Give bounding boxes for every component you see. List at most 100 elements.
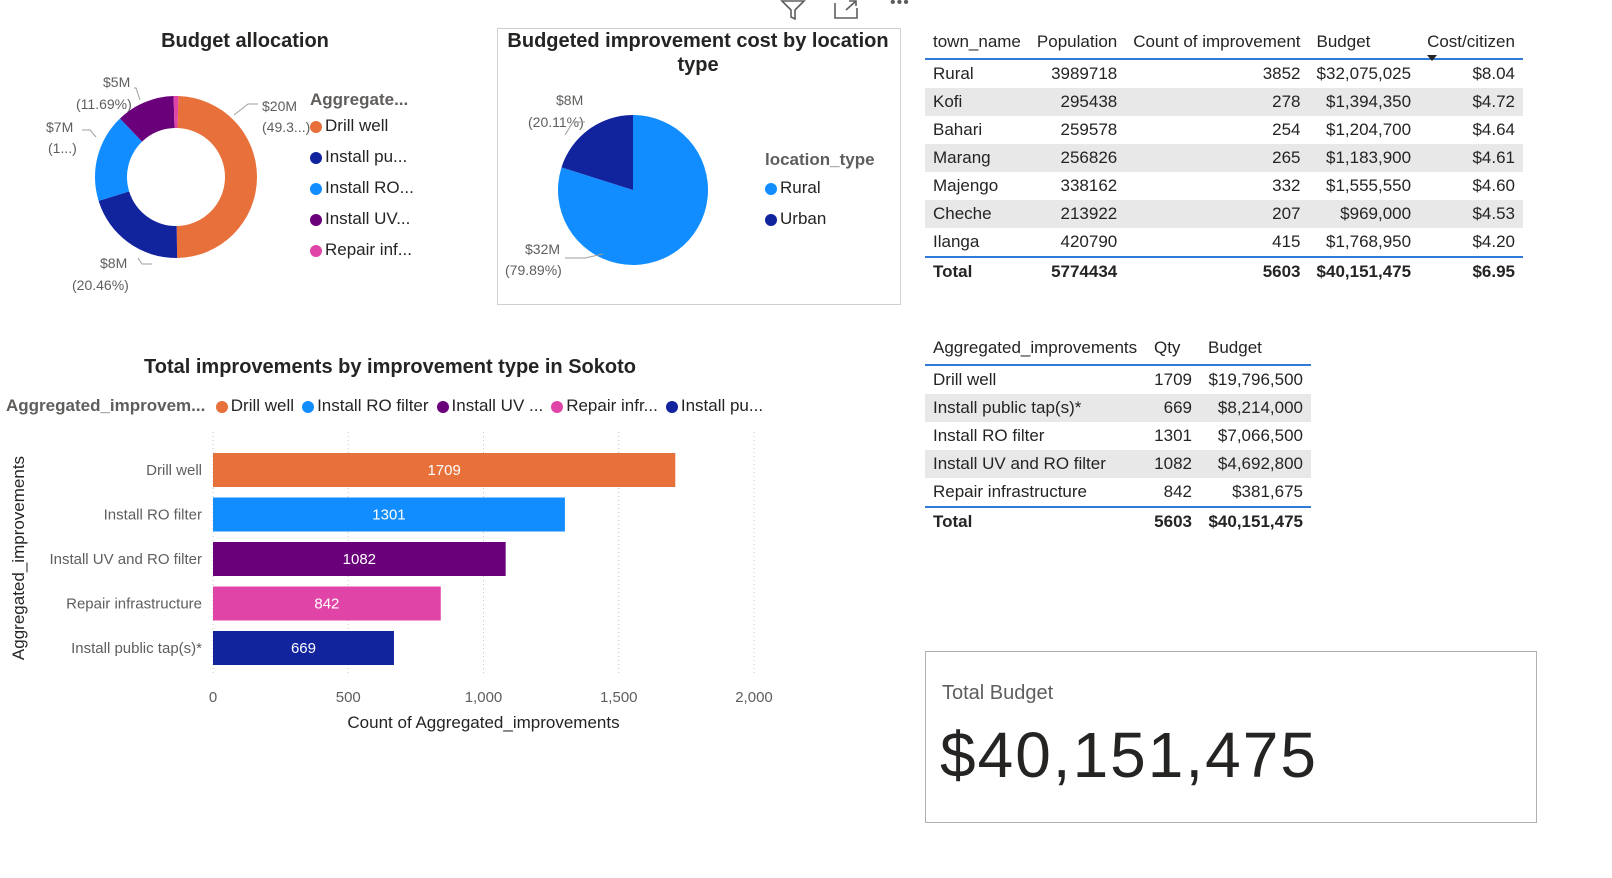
donut-legend-item[interactable]: Install UV...: [310, 209, 414, 229]
y-category-label: Repair infrastructure: [66, 596, 202, 613]
visual-toolbar: •••: [780, 0, 930, 22]
more-options-icon[interactable]: •••: [890, 0, 910, 11]
table-cell: Drill well: [933, 370, 997, 389]
total-row[interactable]: Total 5603 $40,151,475: [925, 506, 1311, 536]
y-category-label: Install RO filter: [104, 507, 202, 524]
table-cell: 1709: [1154, 370, 1192, 389]
table-cell: $32,075,025: [1316, 64, 1412, 83]
location-pie-legend: location_type Rural Urban: [765, 150, 875, 240]
table-cell: Kofi: [925, 88, 1029, 116]
town-table: town_name Population Count of improvement B…: [925, 18, 1523, 286]
improvements-table-container: Aggregated_improvements Qty Budget Drill w…: [925, 324, 1311, 536]
donut-legend-item[interactable]: Install pu...: [310, 147, 414, 167]
donut-legend-item[interactable]: Install RO...: [310, 178, 414, 198]
table-cell: 3852: [1262, 64, 1301, 83]
x-tick-label: 2,000: [735, 689, 773, 706]
donut-slice-install-ro-filter[interactable]: [95, 118, 143, 201]
table-row[interactable]: Cheche 213922 207 $969,000 $4.53: [925, 200, 1523, 228]
column-header-budget[interactable]: Budget: [1308, 18, 1420, 60]
bar-chart-title: Total improvements by improvement type i…: [144, 356, 636, 378]
total-row[interactable]: Total 5774434 5603 $40,151,475 $6.95: [925, 256, 1523, 286]
table-row[interactable]: Kofi 295438 278 $1,394,350 $4.72: [925, 88, 1523, 116]
legend-label: Install RO filter: [317, 396, 429, 415]
table-cell: Repair infrastructure: [933, 482, 1088, 501]
bar-install-public-tap-s[interactable]: [213, 631, 394, 665]
pie-legend-item[interactable]: Rural: [765, 178, 875, 198]
donut-slice-drill-well[interactable]: [176, 96, 258, 258]
slice-label-ro-filter: $7M: [46, 119, 74, 135]
legend-dot-icon: [765, 213, 777, 226]
bar-install-ro-filter[interactable]: [213, 497, 565, 532]
table-cell: Cheche: [925, 200, 1029, 228]
table-cell: $4,692,800: [1200, 450, 1311, 478]
pie-label-urban-value: $8M: [556, 92, 584, 108]
table-cell: 842: [1163, 482, 1192, 501]
pie-label-rural-value: $32M: [525, 241, 561, 257]
column-header-aggregated-improvements[interactable]: Aggregated_improvements: [925, 324, 1146, 366]
table-cell: 5603: [1125, 256, 1309, 286]
bar-legend-item[interactable]: Install pu...: [665, 396, 764, 415]
bar-drill-well[interactable]: [213, 453, 676, 487]
bar-legend-item[interactable]: Drill well: [215, 396, 294, 415]
table-row[interactable]: Ilanga 420790 415 $1,768,950 $4.20: [925, 228, 1523, 257]
budget-allocation-donut: [95, 96, 258, 258]
column-header-qty[interactable]: Qty: [1145, 324, 1200, 366]
legend-title: location_type: [765, 150, 875, 169]
legend-dot-icon: [215, 400, 228, 413]
legend-title: Aggregate...: [310, 90, 409, 109]
table-cell: 420790: [1060, 232, 1118, 251]
table-row[interactable]: Bahari 259578 254 $1,204,700 $4.64: [925, 116, 1523, 144]
legend-dot-icon: [665, 400, 678, 413]
bar-legend-item[interactable]: Install UV ...: [436, 396, 543, 415]
column-header-cost-citizen[interactable]: Cost/citizen: [1419, 18, 1523, 61]
legend-label: Urban: [780, 209, 827, 228]
column-header-population[interactable]: Population: [1028, 18, 1126, 60]
table-cell: 1082: [1145, 450, 1200, 478]
pie-label-urban-pct: (20.11%): [528, 114, 584, 130]
table-row[interactable]: Drill well 1709 $19,796,500: [925, 365, 1311, 394]
table-row[interactable]: Marang 256826 265 $1,183,900 $4.61: [925, 144, 1523, 172]
donut-slice-install-uv-and-ro-filter[interactable]: [119, 96, 175, 142]
table-cell: Bahari: [933, 120, 983, 139]
y-category-label: Drill well: [146, 462, 202, 479]
donut-legend-item[interactable]: Drill well: [310, 116, 414, 136]
table-row[interactable]: Repair infrastructure 842 $381,675: [925, 478, 1311, 507]
table-cell: $4.64: [1472, 120, 1515, 139]
focus-mode-icon[interactable]: [832, 0, 860, 20]
column-header-count-of-improvement[interactable]: Count of improvement: [1125, 18, 1309, 60]
pie-legend-item[interactable]: Urban: [765, 209, 875, 229]
table-cell: 265: [1125, 144, 1309, 172]
table-row[interactable]: Install public tap(s)* 669 $8,214,000: [925, 394, 1311, 422]
legend-label: Install UV...: [325, 209, 411, 228]
bar-install-uv-and-ro-filter[interactable]: [213, 542, 506, 576]
table-cell: $8,214,000: [1200, 394, 1311, 422]
table-row[interactable]: Rural 3989718 3852 $32,075,025 $8.04: [925, 59, 1523, 88]
legend-dot-icon: [310, 120, 322, 133]
x-tick-label: 1,000: [465, 689, 503, 706]
table-cell: Install RO filter: [933, 426, 1045, 445]
donut-legend-item[interactable]: Repair inf...: [310, 240, 414, 260]
legend-label: Install pu...: [680, 396, 764, 415]
column-header-budget[interactable]: Budget: [1200, 324, 1311, 366]
bar-legend-item[interactable]: Repair infr...: [551, 396, 658, 415]
table-row[interactable]: Install RO filter 1301 $7,066,500: [925, 422, 1311, 450]
legend-dot-icon: [310, 244, 322, 257]
donut-slice-install-public-tap-s[interactable]: [98, 191, 178, 258]
table-cell: 332: [1272, 176, 1301, 195]
legend-dot-icon: [310, 151, 322, 164]
column-header-town-name[interactable]: town_name: [925, 18, 1029, 60]
filter-icon[interactable]: [780, 0, 806, 20]
bar-repair-infrastructure[interactable]: [213, 586, 441, 621]
sort-descending-icon[interactable]: [1427, 55, 1438, 61]
table-row[interactable]: Majengo 338162 332 $1,555,550 $4.60: [925, 172, 1523, 200]
table-row[interactable]: Install UV and RO filter 1082 $4,692,800: [925, 450, 1311, 478]
bar-chart-ylabel: Aggregated_improvements: [9, 455, 28, 661]
bar-legend-item[interactable]: Install RO filter: [302, 396, 429, 415]
table-cell: $1,204,700: [1325, 120, 1412, 139]
bar-chart-legend: Aggregated_improvem... Drill well Install…: [6, 396, 771, 416]
donut-slice-repair-infrastructure[interactable]: [173, 96, 179, 129]
x-tick-label: 500: [336, 689, 361, 706]
pie-slice-urban[interactable]: [561, 115, 633, 190]
table-cell: $19,796,500: [1208, 370, 1303, 389]
legend-dot-icon: [765, 182, 777, 195]
